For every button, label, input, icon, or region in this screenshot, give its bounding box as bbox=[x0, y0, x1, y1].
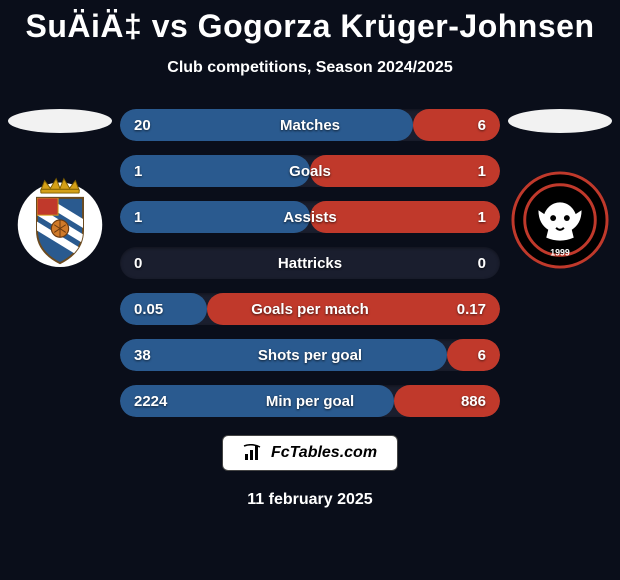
stat-left-value: 20 bbox=[134, 117, 151, 134]
infographic-root: SuÄiÄ‡ vs Gogorza Krüger-Johnsen Club co… bbox=[0, 0, 620, 580]
right-team-column: 1999 bbox=[500, 109, 620, 274]
left-team-crest bbox=[12, 171, 108, 272]
stat-bar: 2224 886 Min per goal bbox=[120, 385, 500, 417]
left-team-column bbox=[0, 109, 120, 272]
stat-label: Hattricks bbox=[278, 255, 342, 272]
real-sociedad-crest-icon bbox=[12, 171, 108, 267]
stat-bar: 0.05 0.17 Goals per match bbox=[120, 293, 500, 325]
footer-date: 11 february 2025 bbox=[247, 491, 372, 509]
stat-left-value: 2224 bbox=[134, 393, 167, 410]
stat-bar: 38 6 Shots per goal bbox=[120, 339, 500, 371]
stat-label: Goals bbox=[289, 163, 331, 180]
stat-right-value: 0 bbox=[478, 255, 486, 272]
stat-fill-right bbox=[447, 339, 500, 371]
brand-text: FcTables.com bbox=[271, 444, 377, 462]
page-title: SuÄiÄ‡ vs Gogorza Krüger-Johnsen bbox=[26, 8, 595, 45]
stat-bar: 0 0 Hattricks bbox=[120, 247, 500, 279]
right-team-crest: 1999 bbox=[511, 171, 609, 274]
stat-left-value: 1 bbox=[134, 163, 142, 180]
brand-badge: FcTables.com bbox=[222, 435, 398, 471]
stat-label: Min per goal bbox=[266, 393, 354, 410]
stat-fill-left bbox=[120, 155, 310, 187]
bar-chart-icon bbox=[243, 444, 265, 462]
stat-right-value: 1 bbox=[478, 163, 486, 180]
stat-left-value: 1 bbox=[134, 209, 142, 226]
stat-label: Goals per match bbox=[251, 301, 369, 318]
crest-year-text: 1999 bbox=[550, 247, 570, 257]
stat-label: Assists bbox=[283, 209, 336, 226]
page-subtitle: Club competitions, Season 2024/2025 bbox=[167, 59, 452, 77]
left-player-name-oval bbox=[8, 109, 112, 133]
stat-fill-right bbox=[310, 155, 500, 187]
stat-right-value: 6 bbox=[478, 117, 486, 134]
stat-left-value: 0 bbox=[134, 255, 142, 272]
stat-right-value: 6 bbox=[478, 347, 486, 364]
comparison-row: 20 6 Matches 1 1 Goals 1 1 Assists 0 0 Hattricks 0.0… bbox=[0, 109, 620, 417]
stat-left-value: 38 bbox=[134, 347, 151, 364]
stat-right-value: 886 bbox=[461, 393, 486, 410]
right-player-name-oval bbox=[508, 109, 612, 133]
stat-label: Matches bbox=[280, 117, 340, 134]
stat-bar: 1 1 Goals bbox=[120, 155, 500, 187]
stats-column: 20 6 Matches 1 1 Goals 1 1 Assists 0 0 Hattricks 0.0… bbox=[120, 109, 500, 417]
stat-fill-right bbox=[413, 109, 500, 141]
stat-label: Shots per goal bbox=[258, 347, 362, 364]
stat-fill-left bbox=[120, 109, 413, 141]
stat-bar: 20 6 Matches bbox=[120, 109, 500, 141]
stat-bar: 1 1 Assists bbox=[120, 201, 500, 233]
stat-fill-left bbox=[120, 201, 310, 233]
stat-right-value: 0.17 bbox=[457, 301, 486, 318]
stat-right-value: 1 bbox=[478, 209, 486, 226]
stat-left-value: 0.05 bbox=[134, 301, 163, 318]
stat-fill-right bbox=[310, 201, 500, 233]
fc-midtjylland-crest-icon: 1999 bbox=[511, 171, 609, 269]
